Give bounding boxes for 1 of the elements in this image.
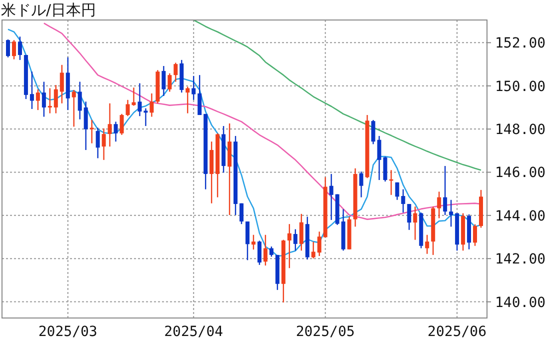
title: 米ドル/日本円	[1, 1, 96, 19]
